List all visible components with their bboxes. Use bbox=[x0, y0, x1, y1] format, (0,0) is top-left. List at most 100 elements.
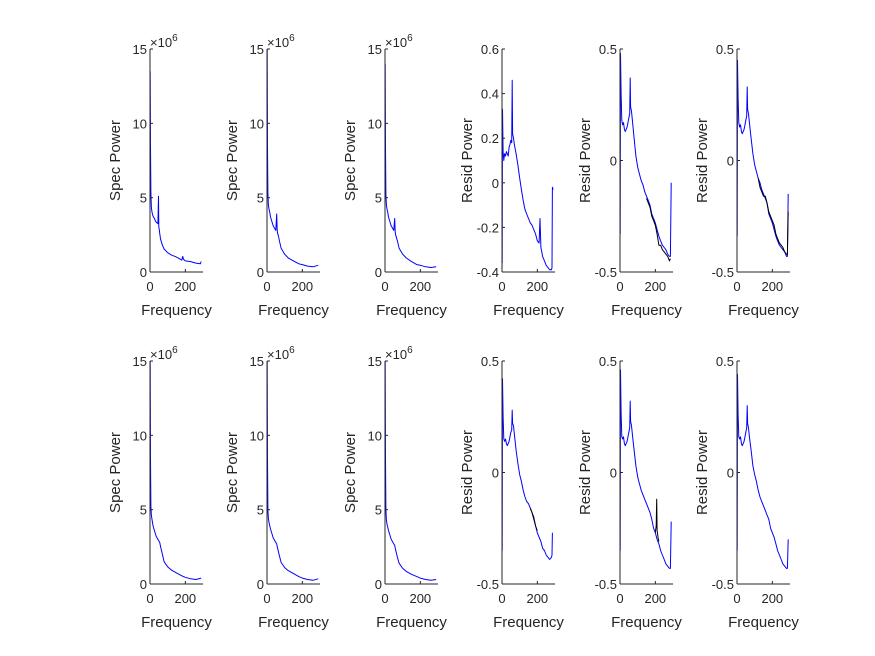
y-tick-label: 15 bbox=[368, 354, 382, 369]
x-tick-label: 200 bbox=[409, 591, 431, 606]
y-tick-label: 0 bbox=[727, 154, 734, 169]
series-line-1 bbox=[736, 59, 789, 257]
x-axis-label: Frequency bbox=[258, 302, 329, 319]
y-axis-label: Spec Power bbox=[107, 432, 124, 513]
x-tick-label: 0 bbox=[616, 591, 623, 606]
series-line-1 bbox=[619, 369, 672, 569]
y-tick-label: 0.5 bbox=[716, 354, 734, 369]
x-tick-label: 200 bbox=[291, 279, 313, 294]
series-line-1 bbox=[266, 48, 319, 268]
y-tick-label: 10 bbox=[368, 428, 382, 443]
subplot-4: -0.4 -0.2 0 0.2 0.4 0.6 0 200 Frequency Resid Pow… bbox=[459, 42, 564, 319]
series-line-1 bbox=[501, 378, 553, 560]
series-line-1 bbox=[384, 360, 437, 581]
y-tick-label: 0.2 bbox=[481, 131, 499, 146]
x-tick-label: 0 bbox=[263, 591, 270, 606]
y-exponent-power: 6 bbox=[172, 33, 178, 44]
y-tick-label: 5 bbox=[257, 503, 264, 518]
x-tick-label: 200 bbox=[761, 591, 783, 606]
x-tick-label: 0 bbox=[381, 279, 388, 294]
y-exponent-power: 6 bbox=[172, 345, 178, 356]
y-tick-label: 0.5 bbox=[481, 354, 499, 369]
series-line-1 bbox=[266, 360, 319, 581]
series-line-1 bbox=[149, 360, 202, 580]
y-tick-label: 0 bbox=[140, 265, 147, 280]
y-axis-label: Resid Power bbox=[577, 118, 594, 203]
subplot-2: 0 5 10 15 0 200 ×106 Frequency Spec Power bbox=[224, 33, 329, 319]
y-tick-label: 0.5 bbox=[716, 42, 734, 57]
y-tick-label: 0 bbox=[610, 154, 617, 169]
y-axis-label: Resid Power bbox=[459, 430, 476, 515]
y-tick-label: 5 bbox=[257, 191, 264, 206]
y-tick-label: -0.5 bbox=[712, 265, 734, 280]
y-tick-label: 10 bbox=[250, 428, 264, 443]
x-tick-label: 200 bbox=[174, 279, 196, 294]
x-axis-label: Frequency bbox=[141, 302, 212, 319]
x-tick-label: 0 bbox=[146, 591, 153, 606]
y-tick-label: 0 bbox=[375, 577, 382, 592]
y-exponent-power: 6 bbox=[407, 33, 413, 44]
series-line-1 bbox=[619, 53, 672, 257]
y-tick-label: 5 bbox=[140, 503, 147, 518]
x-axis-label: Frequency bbox=[258, 614, 329, 631]
y-tick-label: -0.5 bbox=[477, 577, 499, 592]
x-tick-label: 200 bbox=[526, 279, 548, 294]
y-exponent-label: ×106 bbox=[385, 345, 413, 362]
x-tick-label: 0 bbox=[498, 279, 505, 294]
y-tick-label: 0 bbox=[492, 466, 499, 481]
series-line-2 bbox=[529, 508, 538, 531]
y-tick-label: 5 bbox=[375, 503, 382, 518]
x-axis-label: Frequency bbox=[493, 302, 564, 319]
x-axis-label: Frequency bbox=[611, 614, 682, 631]
y-tick-label: 15 bbox=[133, 42, 147, 57]
x-tick-label: 200 bbox=[291, 591, 313, 606]
y-axis-label: Resid Power bbox=[577, 430, 594, 515]
y-tick-label: 10 bbox=[250, 116, 264, 131]
y-axis-label: Spec Power bbox=[224, 432, 241, 513]
y-tick-label: -0.5 bbox=[595, 265, 617, 280]
y-exponent-label: ×106 bbox=[150, 33, 178, 50]
y-tick-label: 0 bbox=[727, 466, 734, 481]
y-tick-label: -0.2 bbox=[477, 220, 499, 235]
y-exponent-power: 6 bbox=[289, 345, 295, 356]
y-axis-label: Spec Power bbox=[342, 120, 359, 201]
y-tick-label: 0.6 bbox=[481, 42, 499, 57]
y-tick-label: -0.4 bbox=[477, 265, 499, 280]
x-tick-label: 0 bbox=[616, 279, 623, 294]
y-tick-label: 0 bbox=[257, 265, 264, 280]
x-axis-label: Frequency bbox=[376, 614, 447, 631]
x-tick-label: 200 bbox=[644, 279, 666, 294]
x-tick-label: 200 bbox=[409, 279, 431, 294]
x-tick-label: 0 bbox=[733, 279, 740, 294]
x-tick-label: 0 bbox=[381, 591, 388, 606]
y-axis-label: Resid Power bbox=[694, 118, 711, 203]
x-tick-label: 200 bbox=[644, 591, 666, 606]
x-tick-label: 0 bbox=[498, 591, 505, 606]
y-exponent-label: ×106 bbox=[267, 33, 295, 50]
y-tick-label: 0 bbox=[610, 466, 617, 481]
y-tick-label: 15 bbox=[250, 42, 264, 57]
y-axis-label: Resid Power bbox=[694, 430, 711, 515]
y-tick-label: 15 bbox=[368, 42, 382, 57]
series-line-2 bbox=[757, 178, 789, 255]
y-tick-label: 0 bbox=[492, 176, 499, 191]
subplot-7: 0 5 10 15 0 200 ×106 Frequency Spec Power bbox=[107, 345, 212, 631]
x-axis-label: Frequency bbox=[141, 614, 212, 631]
y-tick-label: 5 bbox=[375, 191, 382, 206]
series-line-2 bbox=[654, 498, 660, 542]
y-exponent-label: ×106 bbox=[267, 345, 295, 362]
x-axis-label: Frequency bbox=[728, 302, 799, 319]
series-line-2 bbox=[646, 198, 671, 262]
subplot-1: 0 5 10 15 0 200 ×106 Frequency Spec Power bbox=[107, 33, 212, 319]
y-axis-label: Spec Power bbox=[224, 120, 241, 201]
y-axis-label: Spec Power bbox=[107, 120, 124, 201]
series-line-1 bbox=[501, 79, 554, 271]
y-exponent-label: ×106 bbox=[150, 345, 178, 362]
y-tick-label: 0 bbox=[140, 577, 147, 592]
y-exponent-power: 6 bbox=[289, 33, 295, 44]
